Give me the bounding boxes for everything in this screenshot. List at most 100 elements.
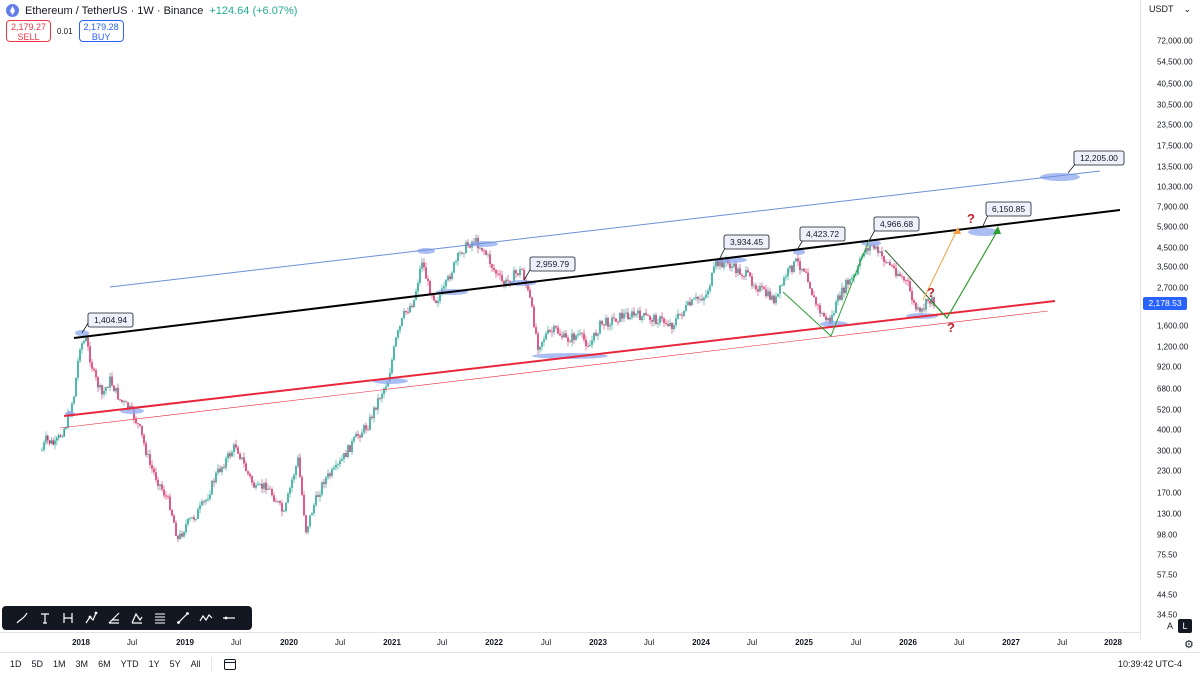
time-tick: Jul [230,638,242,647]
candle-body [313,504,315,514]
candle-body [903,276,905,281]
candle-body [661,316,663,319]
pattern-icon[interactable] [129,610,145,626]
symbol-title[interactable]: Ethereum / TetherUS · 1W · Binance [25,4,204,17]
time-tick: 2018 [72,638,90,647]
candle-body [401,318,403,326]
fib-icon[interactable] [106,610,122,626]
candle-body [443,286,445,289]
candle-body [707,291,709,295]
range-button-1d[interactable]: 1D [10,659,22,669]
candle-body [227,453,229,459]
candle-body [75,377,77,397]
support-thin-line[interactable] [59,310,1049,429]
candle-body [493,267,495,271]
candle-body [649,315,651,321]
candle-body [171,509,173,516]
range-button-1m[interactable]: 1M [53,659,66,669]
candle-body [141,425,143,436]
range-button-ytd[interactable]: YTD [120,659,139,669]
candle-body [913,300,915,303]
callout-4966[interactable]: 4,966.68 [868,216,920,242]
time-tick: Jul [436,638,448,647]
candle-body [161,484,163,490]
path-icon[interactable] [83,610,99,626]
time-tick: Jul [126,638,138,647]
candle-body [591,340,593,346]
callout-2959[interactable]: 2,959.79 [523,256,576,281]
resistance-line[interactable] [73,209,1121,339]
callout-1404[interactable]: 1,404.94 [81,312,134,334]
trendline-icon[interactable] [175,610,191,626]
time-axis[interactable]: 2018 Jul 2019 Jul 2020 Jul 2021 Jul 2022 Jul 2023 J… [0,632,1140,652]
callout-4423[interactable]: 4,423.72 [796,226,846,251]
candle-body [733,263,735,267]
range-button-3m[interactable]: 3M [75,659,89,669]
ethereum-logo-icon [6,4,19,17]
orange-forecast-path[interactable] [922,229,958,301]
range-button-5d[interactable]: 5D [31,659,44,669]
candle-body [317,495,319,498]
candle-body [613,317,615,319]
candle-body [735,263,737,273]
candle-body [869,244,871,251]
line-icon[interactable] [60,610,76,626]
calendar-icon[interactable] [223,658,236,670]
candle-body [383,388,385,395]
candle-body [437,300,439,303]
candle-body [879,251,881,253]
sell-button[interactable]: 2,179.27 SELL [6,20,51,42]
time-tick: Jul [953,638,965,647]
range-button-6m[interactable]: 6M [98,659,111,669]
candle-body [185,524,187,533]
candle-body [667,324,669,327]
auto-scale-button[interactable]: A [1166,621,1173,631]
candle-body [43,442,45,450]
range-button-all[interactable]: All [190,659,201,669]
candle-body [333,467,335,470]
candle-body [797,258,799,262]
green-arrowhead-icon [993,226,1001,234]
measure-icon[interactable] [152,610,168,626]
callout-12205[interactable]: 12,205.00 [1067,150,1125,174]
log-scale-button[interactable]: L [1178,619,1192,633]
brush-icon[interactable] [14,610,30,626]
candle-body [293,475,295,480]
gear-icon[interactable]: ⚙ [1184,639,1194,651]
drawing-toolbar [2,606,252,630]
price-tick: 13,500.00 [1157,162,1193,172]
green-projection-path[interactable] [782,239,870,337]
horizontal-line-icon[interactable] [221,610,237,626]
time-tick: 2026 [899,638,917,647]
candle-body [819,305,821,314]
support-line[interactable] [63,300,1056,417]
callout-6150[interactable]: 6,150.85 [981,201,1032,229]
polyline-icon[interactable] [198,610,214,626]
candle-body [539,346,541,350]
text-icon[interactable] [37,610,53,626]
candle-body [633,311,635,316]
candle-body [115,387,117,392]
candle-body [695,296,697,299]
candle-body [857,266,859,275]
candle-body [463,253,465,254]
range-button-5y[interactable]: 5Y [169,659,181,669]
candle-body [275,501,277,503]
callout-3934[interactable]: 3,934.45 [719,234,770,259]
candle-body [153,468,155,473]
range-button-1y[interactable]: 1Y [148,659,160,669]
candle-body [839,295,841,300]
price-axis[interactable]: USDT ⌄ 72,000.00 54,500.00 40,500.00 30,500… [1140,0,1200,640]
candle-body [909,281,911,292]
candle-body [369,416,371,430]
candle-body [253,482,255,488]
currency-selector[interactable]: USDT ⌄ [1149,4,1191,15]
channel-top-line[interactable] [109,170,1101,288]
clock[interactable]: 10:39:42 UTC-4 [1117,659,1182,669]
buy-button[interactable]: 2,179.28 BUY [78,20,124,42]
candle-body [373,407,375,418]
green-forecast-path[interactable] [931,229,999,319]
chart-canvas[interactable]: ? ? ? 1,404.94 2,959.79 3,934.45 4,423.7… [0,0,1140,632]
candle-body [647,314,649,316]
candle-body [767,291,769,297]
